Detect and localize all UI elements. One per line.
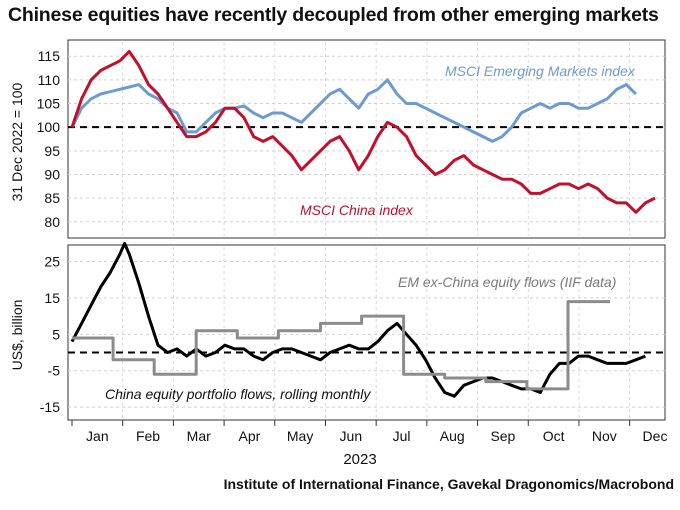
top-panel-frame [67,39,666,239]
bottom-series [70,241,646,398]
top-y-ticks: 80 85 90 95 100 105 110 115 [37,48,61,230]
top-y-tick-label: 90 [44,166,60,182]
em-flows-label: EM ex-China equity flows (IIF data) [398,274,616,290]
bottom-y-ticks: -15 -5 5 15 25 [40,254,60,416]
top-y-tick-label: 95 [44,143,60,159]
bottom-y-axis-label: US$, billion [9,300,25,371]
bottom-y-tick-label: 5 [52,326,60,342]
top-series-0-line [70,78,637,143]
top-y-tick-label: 115 [38,48,61,64]
top-y-tick-label: 80 [44,214,60,230]
bottom-y-tick-label: 25 [44,254,60,270]
top-y-tick-label: 110 [38,72,61,88]
x-year-label: 2023 [343,451,376,468]
bottom-series-1-line [72,300,611,391]
x-month-label: Jan [86,428,109,444]
x-month-label: Dec [643,428,668,444]
bottom-y-tick-label: -5 [48,363,61,379]
x-month-label: Jun [340,428,363,444]
top-series [70,50,656,214]
x-month-label: Aug [440,428,465,444]
x-month-label: Mar [187,428,211,444]
x-month-label: Apr [239,428,261,444]
bottom-y-tick-label: 15 [44,290,60,306]
top-y-tick-label: 85 [44,190,60,206]
x-month-label: Nov [592,428,617,444]
bottom-series-0-line [70,241,646,398]
top-grid [68,42,665,236]
top-y-axis-label: 31 Dec 2022 = 100 [9,82,25,201]
bottom-y-tick-label: -15 [40,399,60,415]
x-month-label: Oct [543,428,565,444]
chart-title: Chinese equities have recently decoupled… [8,4,659,26]
source-note: Institute of International Finance, Gave… [223,476,674,492]
bottom-panel-frame [67,244,666,421]
x-month-label: May [287,428,313,444]
em-index-label: MSCI Emerging Markets index [445,63,636,79]
top-y-tick-label: 100 [37,119,61,135]
top-y-tick-label: 105 [37,96,61,112]
china-flows-label: China equity portfolio flows, rolling mo… [105,386,371,402]
top-series-1-line [70,50,656,214]
x-month-label: Sep [490,428,515,444]
x-month-label: Feb [136,428,160,444]
x-month-label: Jul [393,428,411,444]
china-index-label: MSCI China index [300,202,414,218]
x-month-ticks: Jan Feb Mar Apr May Jun Jul Aug Sep Oct Nov Dec [71,420,668,444]
